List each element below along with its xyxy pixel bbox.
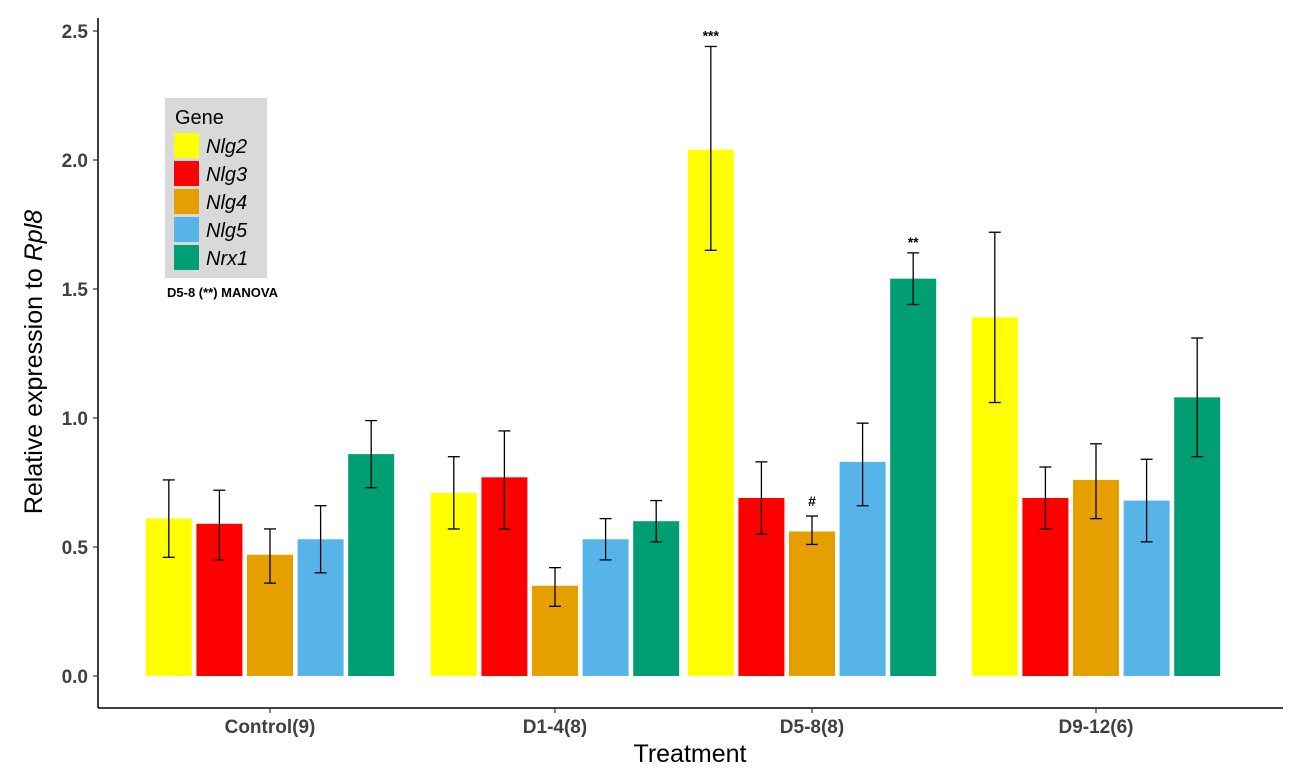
legend-swatch-nlg2 <box>174 133 199 158</box>
x-axis-title: Treatment <box>633 740 746 768</box>
bar-nrx1-control-9 <box>348 454 395 676</box>
error-bar-nlg5-d1-4-8 <box>599 517 612 561</box>
y-tick-label: 0.5 <box>62 538 89 559</box>
x-tick-label-d9-12-6: D9-12(6) <box>1059 717 1134 738</box>
error-bars-group <box>162 45 1204 607</box>
error-bar-nlg2-d9-12-6 <box>988 231 1001 404</box>
manova-note: D5-8 (**) MANOVA <box>167 285 279 300</box>
x-tick-label-d1-4-8: D1-4(8) <box>523 717 587 738</box>
y-tick-label: 1.0 <box>62 409 88 430</box>
x-tick-labels: Control(9) D1-4(8) D5-8(8) D9-12(6) <box>225 708 1134 738</box>
error-bar-nlg3-d9-12-6 <box>1039 466 1052 530</box>
legend-swatch-nrx1 <box>174 245 199 270</box>
error-bar-nlg2-d5-8-8 <box>704 45 717 251</box>
error-bar-nrx1-d9-12-6 <box>1191 337 1204 458</box>
error-bar-nlg2-control-9 <box>162 479 175 558</box>
error-bar-nrx1-control-9 <box>365 419 378 489</box>
legend-title: Gene <box>175 107 224 129</box>
legend-label-nlg5: Nlg5 <box>206 220 248 242</box>
x-tick-label-d5-8-8: D5-8(8) <box>780 717 844 738</box>
error-bar-nlg5-control-9 <box>314 505 327 574</box>
bar-nrx1-d1-4-8 <box>633 521 680 676</box>
legend-label-nrx1: Nrx1 <box>206 248 248 270</box>
legend-label-nlg3: Nlg3 <box>206 164 247 186</box>
y-tick-labels: 0.0 0.5 1.0 1.5 2.0 2.5 <box>62 22 98 688</box>
y-tick-label: 0.0 <box>62 667 88 688</box>
y-tick-label: 1.5 <box>62 280 89 301</box>
annotation-nlg4-d5-8-8: # <box>808 493 816 509</box>
error-bar-nlg3-d5-8-8 <box>755 461 768 535</box>
error-bar-nlg4-control-9 <box>264 528 276 584</box>
bar-nrx1-d5-8-8 <box>890 278 937 676</box>
error-bar-nrx1-d5-8-8 <box>907 252 920 306</box>
legend: Gene Nlg2 Nlg3 Nlg4 Nlg5 Nrx1 <box>165 98 267 278</box>
y-axis-title-gene: Rpl8 <box>20 210 48 262</box>
error-bar-nlg5-d9-12-6 <box>1140 458 1153 543</box>
error-bar-nlg3-control-9 <box>213 489 226 561</box>
legend-swatch-nlg3 <box>174 161 199 186</box>
y-axis-title: Relative expression to Rpl8 <box>20 210 48 514</box>
error-bar-nlg4-d1-4-8 <box>549 566 561 607</box>
y-axis-title-prefix: Relative expression to <box>20 261 48 514</box>
legend-swatch-nlg4 <box>174 189 199 214</box>
annotation-nrx1-d5-8-8: ** <box>908 234 919 250</box>
x-tick-label-control-9: Control(9) <box>225 717 316 738</box>
annotation-nlg2-d5-8-8: *** <box>703 27 720 43</box>
bar-nlg5-d1-4-8 <box>582 539 629 676</box>
bars-group <box>145 149 1221 676</box>
error-bar-nlg5-d5-8-8 <box>856 422 869 507</box>
legend-items: Nlg2 Nlg3 Nlg4 Nlg5 Nrx1 <box>174 133 248 270</box>
y-tick-label: 2.0 <box>62 151 88 172</box>
error-bar-nrx1-d1-4-8 <box>650 499 663 543</box>
error-bar-nlg4-d5-8-8 <box>806 515 818 546</box>
legend-label-nlg4: Nlg4 <box>206 192 247 214</box>
y-tick-label: 2.5 <box>62 22 89 43</box>
significance-annotations: *** # ** <box>703 27 920 509</box>
error-bar-nlg2-d1-4-8 <box>447 456 460 530</box>
error-bar-nlg3-d1-4-8 <box>498 430 511 530</box>
legend-label-nlg2: Nlg2 <box>206 136 247 158</box>
bar-nlg4-d5-8-8 <box>789 531 835 676</box>
error-bar-nlg4-d9-12-6 <box>1090 443 1102 520</box>
legend-swatch-nlg5 <box>174 217 199 242</box>
